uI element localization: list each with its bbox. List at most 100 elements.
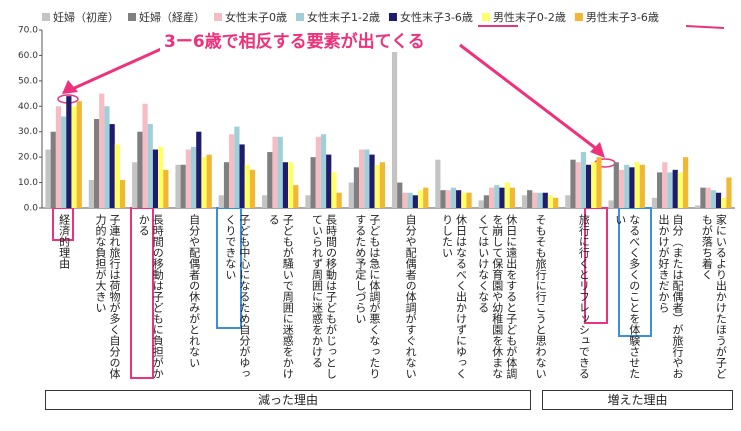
x-tick-label: 自分や配偶者の体調がすぐれない xyxy=(404,214,418,379)
x-tick-label: 自分や配偶者の休みがとれない xyxy=(187,214,201,368)
bar xyxy=(88,180,94,208)
bar xyxy=(336,192,342,208)
bar xyxy=(570,159,576,208)
bar xyxy=(55,106,62,208)
bar xyxy=(282,162,289,208)
bar xyxy=(93,119,100,208)
bar xyxy=(575,162,581,208)
bar xyxy=(397,182,403,208)
bar xyxy=(527,190,533,208)
bar xyxy=(379,162,386,208)
bar xyxy=(163,169,169,208)
bar xyxy=(715,192,722,208)
bar xyxy=(369,154,375,208)
bar xyxy=(305,195,311,208)
bar xyxy=(359,149,365,208)
bar xyxy=(721,197,727,208)
legend-swatch xyxy=(388,13,397,21)
bar xyxy=(667,172,673,208)
x-tick-label: なるべく多くのことを体験させたい xyxy=(613,214,641,379)
bar xyxy=(488,187,495,208)
bar xyxy=(461,192,467,208)
bar xyxy=(262,195,268,208)
bar xyxy=(450,187,457,208)
bar xyxy=(695,205,701,208)
bar xyxy=(586,164,592,208)
bar xyxy=(537,192,543,208)
bar xyxy=(596,157,602,208)
bar xyxy=(234,126,240,208)
bar xyxy=(277,136,283,208)
bar xyxy=(445,190,451,208)
bar xyxy=(483,195,489,208)
x-tick-label: 子ども中心になるため自分がゆっくりできない xyxy=(223,214,251,379)
bar xyxy=(109,124,115,208)
bar xyxy=(229,134,235,208)
legend-label: 女性末子1-2歳 xyxy=(307,10,380,24)
bar xyxy=(353,167,360,208)
bar xyxy=(580,152,587,208)
bar xyxy=(726,177,732,208)
x-tick-label: 長時間の移動は子どもがじっとしていられず周囲に迷惑をかける xyxy=(310,214,338,379)
x-tick-label: 自分（または配偶者）が旅行やお出かけが好きだから xyxy=(657,214,685,379)
arrow-head xyxy=(590,142,605,158)
bar xyxy=(629,167,635,208)
annotation: 3ー6歳で相反する要素が出てくる xyxy=(160,27,429,52)
y-tick-label: 30.0 xyxy=(18,127,38,137)
y-tick-label: 40.0 xyxy=(18,102,38,112)
bar xyxy=(132,162,138,208)
bar xyxy=(683,157,689,208)
bar xyxy=(651,197,658,208)
bar xyxy=(119,180,126,208)
bar xyxy=(532,192,538,208)
bar xyxy=(417,190,424,208)
bar xyxy=(206,154,212,208)
bar xyxy=(657,172,663,208)
bar xyxy=(364,149,370,208)
bar xyxy=(348,182,354,208)
bar xyxy=(218,195,224,208)
bar xyxy=(76,101,82,208)
bar xyxy=(391,42,398,208)
y-tick-label: 20.0 xyxy=(18,153,38,163)
bar xyxy=(201,157,207,208)
bar xyxy=(196,131,202,208)
bar xyxy=(310,157,316,208)
x-tick-label: 子連れ旅行は荷物が多く自分の体力的な負担が大きい xyxy=(93,214,121,379)
bar xyxy=(320,134,327,208)
x-tick-label: 休日はなるべく出かけずにゆっくりしたい xyxy=(440,214,468,379)
bar xyxy=(114,144,120,208)
bar xyxy=(456,190,462,208)
bar xyxy=(624,164,630,208)
bar xyxy=(423,187,429,208)
legend-swatch xyxy=(42,13,50,21)
group-label: 増えた理由 xyxy=(542,390,733,410)
legend-swatch xyxy=(128,13,136,21)
bar xyxy=(61,116,67,208)
bar xyxy=(239,144,245,208)
bar xyxy=(147,124,153,208)
bar xyxy=(326,154,332,208)
bar xyxy=(45,149,51,208)
x-tick-label: 長時間の移動は子どもに負担がかかる xyxy=(137,214,165,379)
y-tick-label: 10.0 xyxy=(18,178,38,188)
bar xyxy=(374,164,380,208)
bar xyxy=(142,103,148,208)
bar xyxy=(293,185,299,208)
x-tick-label: 休日に遠出をすると子どもが体調を崩して保育園や幼稚園を休まなくてはいけなくなる xyxy=(476,214,518,379)
bar xyxy=(509,187,515,208)
bar xyxy=(613,162,619,208)
bar xyxy=(152,149,159,208)
bar xyxy=(158,146,164,208)
y-tick-label: 0.0 xyxy=(24,204,39,214)
group-label: 減った理由 xyxy=(45,390,531,410)
bar xyxy=(104,106,110,208)
bar xyxy=(180,164,186,208)
legend-label: 女性末子0歳 xyxy=(225,10,287,24)
bar xyxy=(639,164,645,208)
x-tick-label: 家にいるより出かけたほうが子どもが落ち着く xyxy=(700,214,728,379)
y-tick-label: 70.0 xyxy=(18,26,38,36)
bar xyxy=(521,195,528,208)
bar xyxy=(137,131,143,208)
